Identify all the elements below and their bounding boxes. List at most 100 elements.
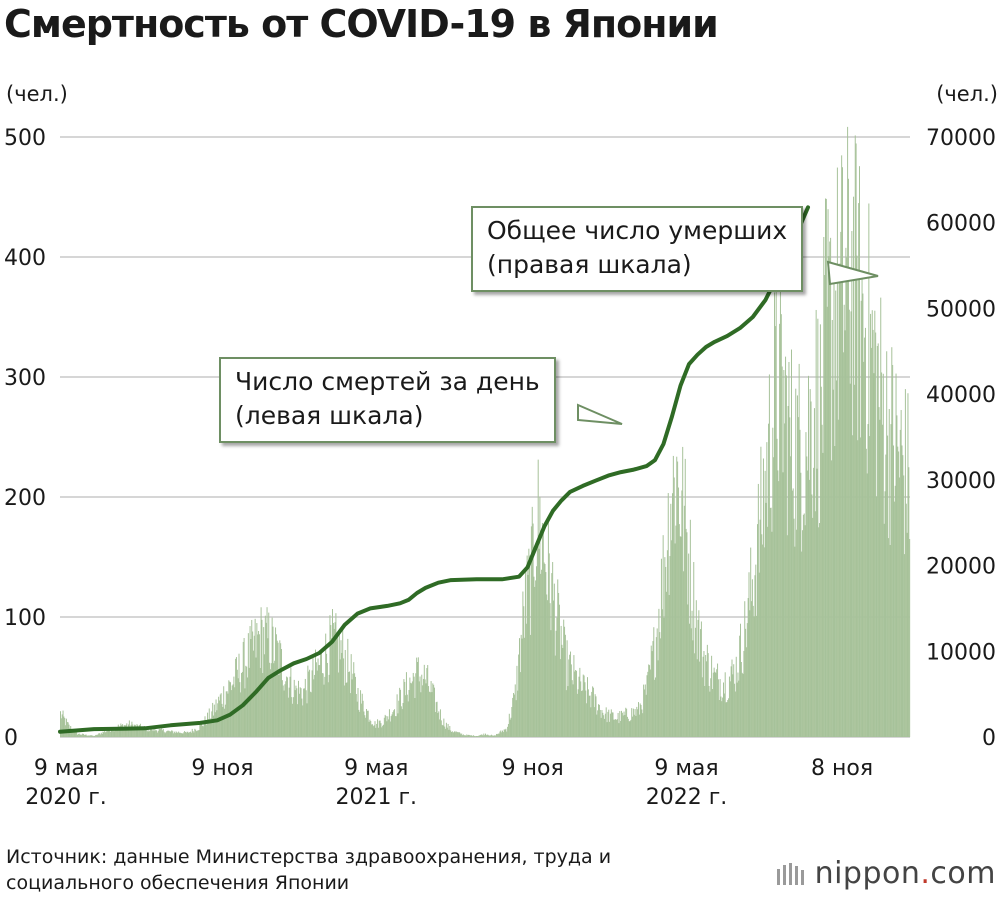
- daily-bar: [682, 446, 684, 737]
- daily-bar: [179, 732, 181, 737]
- daily-bar: [869, 436, 871, 737]
- daily-bar: [891, 347, 893, 737]
- daily-bar: [173, 731, 175, 737]
- daily-bar: [391, 714, 393, 737]
- daily-bar: [721, 701, 723, 737]
- daily-bar: [474, 736, 476, 737]
- daily-bar: [597, 710, 599, 737]
- daily-bar: [630, 719, 632, 737]
- daily-bar: [885, 454, 887, 737]
- daily-bar: [706, 644, 708, 737]
- daily-bar: [533, 576, 535, 737]
- daily-bar: [745, 647, 747, 737]
- daily-bar: [190, 731, 192, 737]
- daily-bar: [843, 304, 845, 737]
- daily-bar: [487, 734, 489, 737]
- daily-bar: [821, 424, 823, 737]
- daily-bar: [643, 689, 645, 737]
- daily-bar: [109, 729, 111, 737]
- daily-bar: [356, 701, 358, 737]
- daily-bar: [320, 650, 322, 737]
- daily-bar: [259, 667, 261, 737]
- daily-bar: [521, 638, 523, 737]
- daily-bar: [403, 679, 405, 737]
- daily-bar: [402, 702, 404, 737]
- daily-bar: [517, 690, 519, 737]
- daily-bar: [537, 459, 539, 737]
- daily-bar: [485, 735, 487, 737]
- daily-bar: [817, 318, 819, 737]
- daily-bar: [788, 361, 790, 737]
- daily-bar: [74, 730, 76, 737]
- daily-bar: [130, 724, 132, 737]
- daily-bar: [93, 736, 95, 737]
- daily-bar: [184, 731, 186, 737]
- daily-bar: [110, 731, 112, 737]
- daily-bar: [790, 456, 792, 737]
- daily-bar: [483, 733, 485, 737]
- daily-bar: [88, 735, 90, 737]
- daily-bar: [822, 452, 824, 737]
- daily-bar: [82, 733, 84, 737]
- daily-bar: [273, 663, 275, 737]
- daily-bar: [348, 671, 350, 737]
- daily-bar: [558, 592, 560, 737]
- daily-bar: [394, 709, 396, 737]
- daily-bar: [515, 700, 517, 737]
- daily-bar: [438, 711, 440, 737]
- daily-bar: [201, 723, 203, 737]
- daily-bar: [546, 594, 548, 737]
- daily-bar: [496, 734, 498, 737]
- daily-bar: [444, 726, 446, 737]
- daily-bar: [710, 678, 712, 737]
- daily-bar: [777, 470, 779, 737]
- x-tick-label: 9 мая: [34, 756, 98, 781]
- daily-bar: [162, 729, 164, 737]
- daily-bar: [306, 703, 308, 737]
- daily-bar: [862, 293, 864, 737]
- daily-bar: [378, 720, 380, 737]
- daily-bar: [644, 684, 646, 737]
- daily-bar: [556, 617, 558, 737]
- daily-bar: [400, 689, 401, 737]
- daily-bar: [199, 724, 201, 737]
- daily-bar: [86, 735, 88, 737]
- daily-bar: [769, 507, 771, 737]
- cumulative-callout-line2: (правая шкала): [487, 250, 692, 279]
- daily-bar: [622, 715, 624, 737]
- daily-bar: [551, 573, 553, 737]
- daily-bar: [801, 551, 803, 737]
- daily-bar: [453, 731, 455, 737]
- daily-bar: [285, 681, 287, 737]
- daily-bar: [151, 730, 153, 737]
- daily-bar: [904, 554, 906, 737]
- daily-bar: [447, 723, 449, 737]
- daily-bar: [711, 689, 713, 737]
- daily-bar: [750, 547, 752, 737]
- daily-bar: [291, 697, 293, 737]
- daily-bar: [618, 723, 620, 737]
- daily-bar: [669, 556, 671, 737]
- daily-bar: [599, 709, 601, 737]
- daily-bar: [135, 727, 137, 737]
- daily-bar: [287, 697, 289, 737]
- daily-bar: [303, 688, 305, 737]
- daily-bar: [327, 682, 329, 737]
- daily-bar: [861, 270, 863, 737]
- daily-bar: [731, 659, 733, 737]
- daily-bar: [107, 730, 109, 737]
- daily-bar: [647, 671, 649, 737]
- daily-bar: [610, 709, 612, 737]
- daily-bar: [598, 704, 600, 737]
- daily-bar: [328, 674, 330, 737]
- daily-bar: [738, 680, 740, 737]
- daily-bar: [609, 721, 611, 737]
- daily-bar: [224, 704, 226, 737]
- daily-bar: [433, 684, 435, 737]
- daily-bar: [774, 292, 775, 737]
- daily-bar: [129, 727, 131, 737]
- daily-bar: [173, 733, 175, 737]
- daily-bar: [295, 685, 297, 737]
- daily-bar: [812, 517, 814, 737]
